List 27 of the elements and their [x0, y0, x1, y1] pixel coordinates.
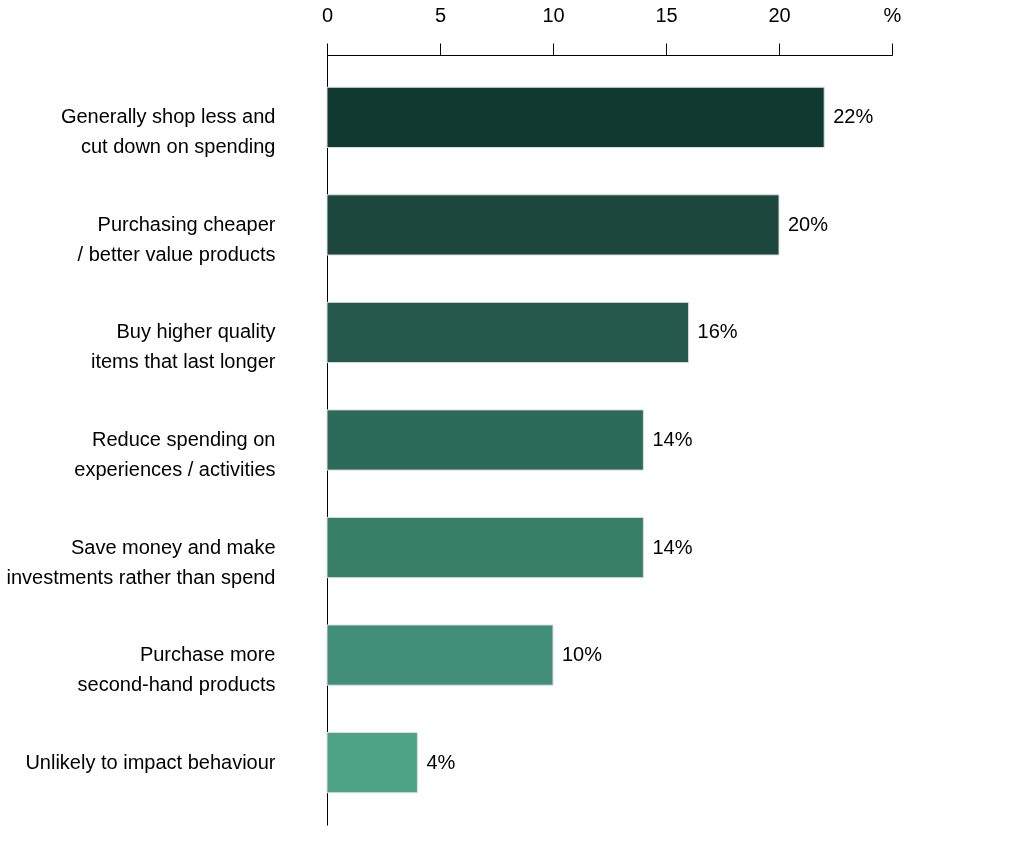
bar — [326, 732, 418, 794]
y-tick-label: Unlikely to impact behaviour — [25, 750, 276, 773]
data-label: 10% — [562, 643, 603, 666]
bar — [326, 301, 690, 364]
x-tick-label: 15 — [655, 3, 678, 26]
bar — [326, 624, 554, 686]
data-label: 22% — [833, 105, 874, 128]
y-tick-label: Save money and make investments rather than spend — [6, 535, 276, 588]
bar — [326, 409, 644, 471]
y-tick-label: Purchasing cheaper / better value products — [77, 212, 276, 265]
x-tick-label: 5 — [434, 3, 447, 26]
data-label: 14% — [652, 535, 693, 558]
x-tick-label: % — [883, 3, 902, 26]
x-tick-label: 10 — [542, 3, 565, 26]
data-label: 14% — [652, 428, 693, 450]
y-tick-label: Generally shop less and cut down on spending — [60, 105, 276, 158]
bar — [326, 194, 780, 256]
x-tick-label: 0 — [321, 3, 334, 26]
data-label: 4% — [426, 750, 456, 773]
y-tick-label: Reduce spending on experiences / activities — [74, 428, 276, 480]
y-tick-label: Buy higher quality items that last longer — [90, 320, 276, 373]
data-label: 16% — [697, 320, 738, 343]
y-tick-label: Purchase more second-hand products — [77, 643, 276, 696]
bar — [326, 86, 825, 148]
bar — [326, 516, 644, 579]
x-tick-label: 20 — [768, 3, 791, 26]
data-label: 20% — [788, 212, 829, 235]
